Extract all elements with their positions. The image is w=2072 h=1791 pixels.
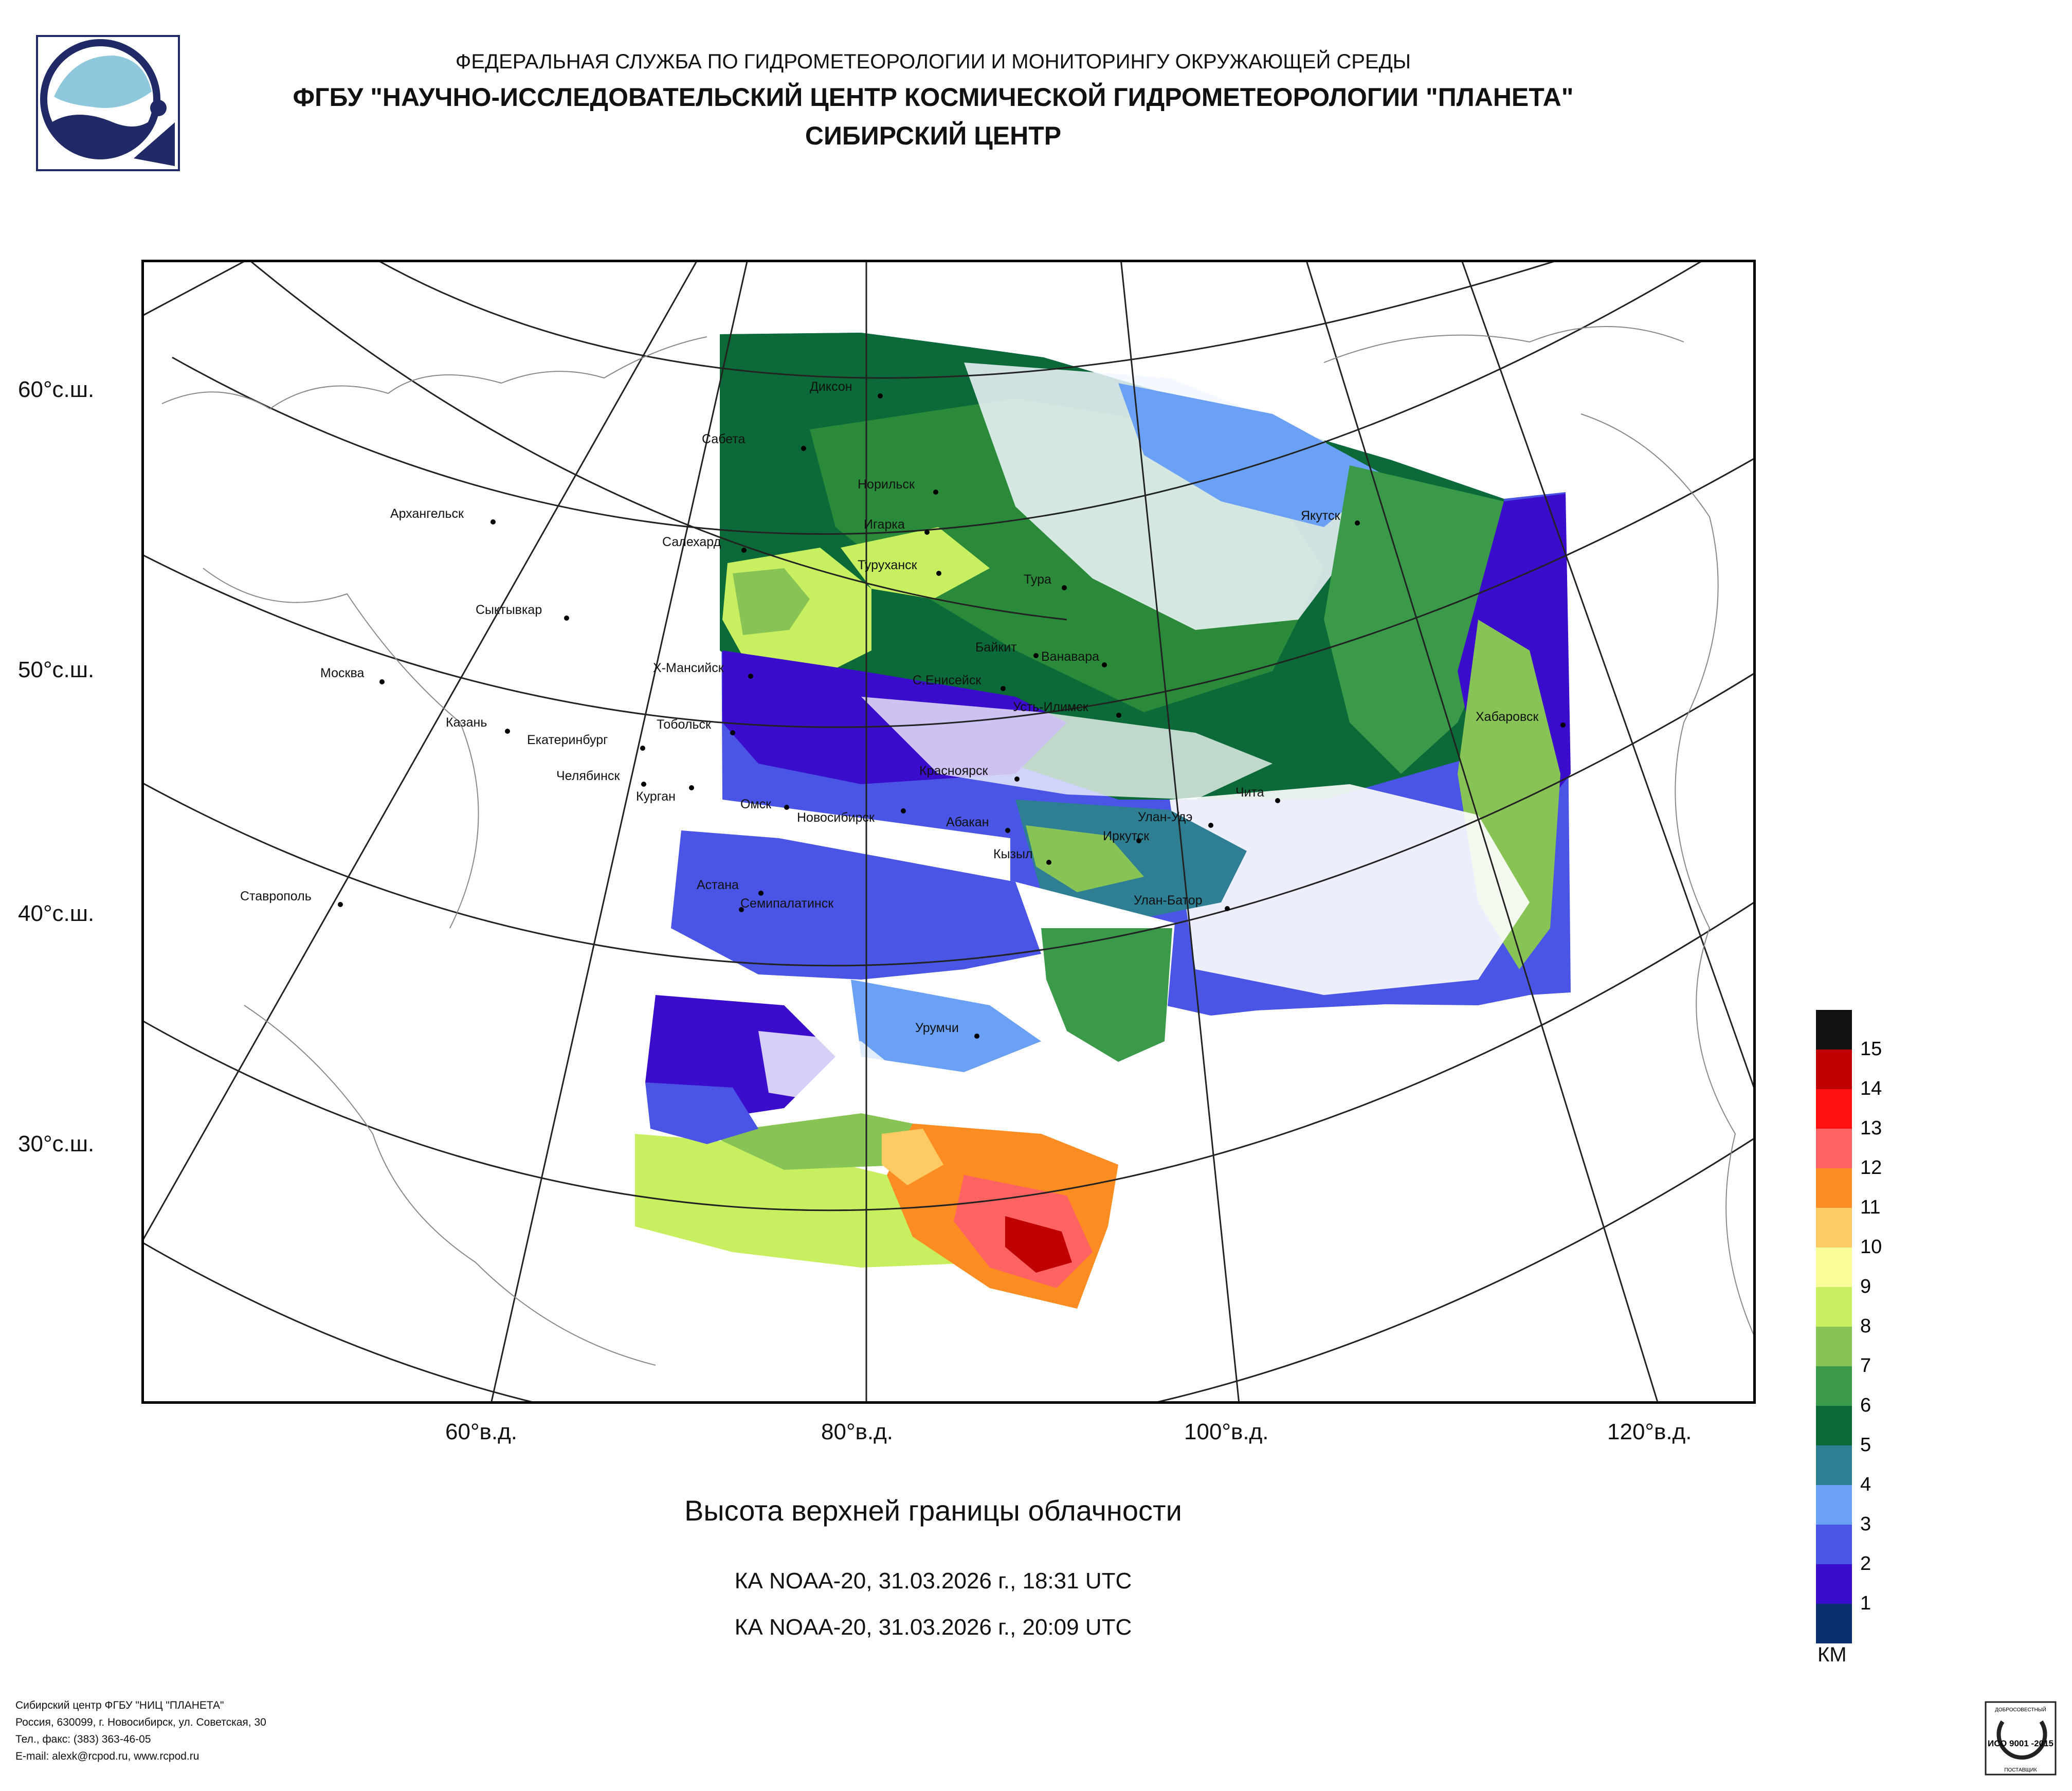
legend-level-label: 8 [1860, 1315, 1871, 1337]
city-label: Якутск [1301, 509, 1340, 523]
city-label: Новосибирск [797, 810, 875, 825]
legend-level-label: 11 [1860, 1197, 1880, 1218]
city-label: Диксон [810, 379, 852, 394]
legend-level-label: 7 [1860, 1355, 1871, 1377]
legend-swatch [1816, 1287, 1852, 1327]
city-label: Москва [320, 666, 364, 680]
city-label: Игарка [864, 517, 905, 532]
cert-top-text: ДОБРОСОВЕСТНЫЙ [1995, 1706, 2046, 1713]
legend-level-label: 5 [1860, 1434, 1871, 1456]
city-label: Тобольск [657, 717, 712, 732]
city-label: С.Енисейск [913, 673, 982, 688]
legend-swatch [1816, 1525, 1852, 1564]
city-label: Х-Мансийск [653, 661, 724, 675]
legend-swatch [1816, 1129, 1852, 1168]
legend-level-label: 1 [1860, 1593, 1871, 1614]
legend-level-label: 12 [1860, 1157, 1882, 1179]
agency-line: ФЕДЕРАЛЬНАЯ СЛУЖБА ПО ГИДРОМЕТЕОРОЛОГИИ … [455, 50, 1411, 73]
city-label: Красноярск [919, 764, 989, 778]
legend-swatch [1816, 1327, 1852, 1366]
city-label: Усть-Илимск [1013, 700, 1089, 714]
pass-info-2: КА NOAA-20, 31.03.2026 г., 20:09 UTC [734, 1615, 1132, 1640]
legend-swatch [1816, 1406, 1852, 1445]
city-label: Туруханск [858, 558, 918, 572]
city-label: Хабаровск [1476, 710, 1539, 724]
graticule [141, 260, 1756, 1404]
city-label: Омск [740, 797, 772, 811]
city-label: Сабета [702, 432, 746, 446]
lat-label-60: 60°с.ш. [18, 377, 95, 402]
legend-level-label: 10 [1860, 1236, 1882, 1258]
city-label: Астана [697, 878, 739, 892]
legend-level-label: 13 [1860, 1117, 1882, 1139]
lat-label-50: 50°с.ш. [18, 657, 95, 682]
legend-swatch [1816, 1208, 1852, 1247]
city-label: Абакан [946, 815, 989, 829]
legend-swatch [1816, 1168, 1852, 1208]
city-label: Курган [636, 789, 676, 804]
institute-line: ФГБУ "НАУЧНО-ИССЛЕДОВАТЕЛЬСКИЙ ЦЕНТР КОС… [293, 83, 1574, 112]
city-label: Ванавара [1041, 649, 1099, 664]
footer-address: Россия, 630099, г. Новосибирск, ул. Сове… [15, 1716, 266, 1728]
footer-email: E-mail: alexk@rcpod.ru, www.rcpod.ru [15, 1750, 199, 1762]
cert-mark: ИСО 9001 -2015 [1988, 1739, 2053, 1748]
city-label: Салехард [662, 535, 721, 549]
lat-label-40: 40°с.ш. [18, 901, 95, 926]
cert-bottom-text: ПОСТАВЩИК [2004, 1767, 2037, 1773]
legend-swatch [1816, 1366, 1852, 1406]
city-label: Иркутск [1103, 829, 1150, 843]
legend-level-label: 4 [1860, 1474, 1871, 1495]
city-label: Норильск [858, 477, 915, 492]
city-label: Сыктывкар [476, 603, 542, 617]
legend-swatch [1816, 1604, 1852, 1643]
cloud-top-map: Диксон Сабета Норильск Игарка Салехард Т… [141, 260, 1756, 1404]
city-label: Архангельск [390, 506, 464, 521]
legend-swatch [1816, 1445, 1852, 1485]
city-label: Улан-Батор [1134, 893, 1203, 908]
center-line: СИБИРСКИЙ ЦЕНТР [805, 121, 1062, 150]
city-label: Челябинск [556, 769, 620, 783]
city-label: Ставрополь [240, 889, 312, 903]
legend-level-label: 9 [1860, 1276, 1871, 1297]
city-label: Тура [1024, 572, 1051, 587]
coastlines [161, 326, 1756, 1366]
city-label: Семипалатинск [740, 896, 834, 911]
city-label: Кызыл [993, 847, 1033, 861]
legend-level-label: 6 [1860, 1395, 1871, 1416]
lon-label-120: 120°в.д. [1607, 1419, 1692, 1444]
map-frame [141, 260, 1756, 1404]
lon-label-60: 60°в.д. [445, 1419, 518, 1444]
city-label: Екатеринбург [527, 733, 608, 747]
legend-level-label: 2 [1860, 1553, 1871, 1575]
footer-contacts: Сибирский центр ФГБУ "НИЦ "ПЛАНЕТА" Росс… [15, 1697, 266, 1765]
planeta-logo [36, 35, 180, 171]
legend-swatch [1816, 1010, 1852, 1050]
footer-org: Сибирский центр ФГБУ "НИЦ "ПЛАНЕТА" [15, 1699, 224, 1711]
legend-level-label: 15 [1860, 1038, 1882, 1060]
product-title: Высота верхней границы облачности [684, 1494, 1182, 1527]
iso-certification-mark: ДОБРОСОВЕСТНЫЙ ИСО 9001 -2015 ПОСТАВЩИК [1985, 1701, 2057, 1776]
city-label: Улан-Удэ [1138, 810, 1192, 824]
lon-label-80: 80°в.д. [821, 1419, 894, 1444]
legend-swatch [1816, 1247, 1852, 1287]
city-label: Урумчи [915, 1021, 959, 1035]
footer-phone: Тел., факс: (383) 363-46-05 [15, 1733, 151, 1745]
city-label: Чита [1235, 785, 1264, 800]
satellite-swath-south [632, 830, 1175, 1309]
city-label: Казань [446, 715, 487, 730]
legend-level-label: 14 [1860, 1078, 1882, 1099]
pass-info-1: КА NOAA-20, 31.03.2026 г., 18:31 UTC [734, 1568, 1132, 1594]
lon-label-100: 100°в.д. [1184, 1419, 1269, 1444]
lat-label-30: 30°с.ш. [18, 1131, 95, 1156]
legend-swatch [1816, 1089, 1852, 1129]
satellite-swath-north [720, 333, 1571, 1016]
legend-swatch [1816, 1050, 1852, 1089]
legend-swatch [1816, 1485, 1852, 1525]
city-label: Байкит [975, 640, 1017, 655]
legend-unit: КМ [1817, 1643, 1847, 1666]
legend-level-label: 3 [1860, 1513, 1871, 1535]
city-markers: Диксон Сабета Норильск Игарка Салехард Т… [240, 379, 1566, 1039]
legend-swatch [1816, 1564, 1852, 1604]
